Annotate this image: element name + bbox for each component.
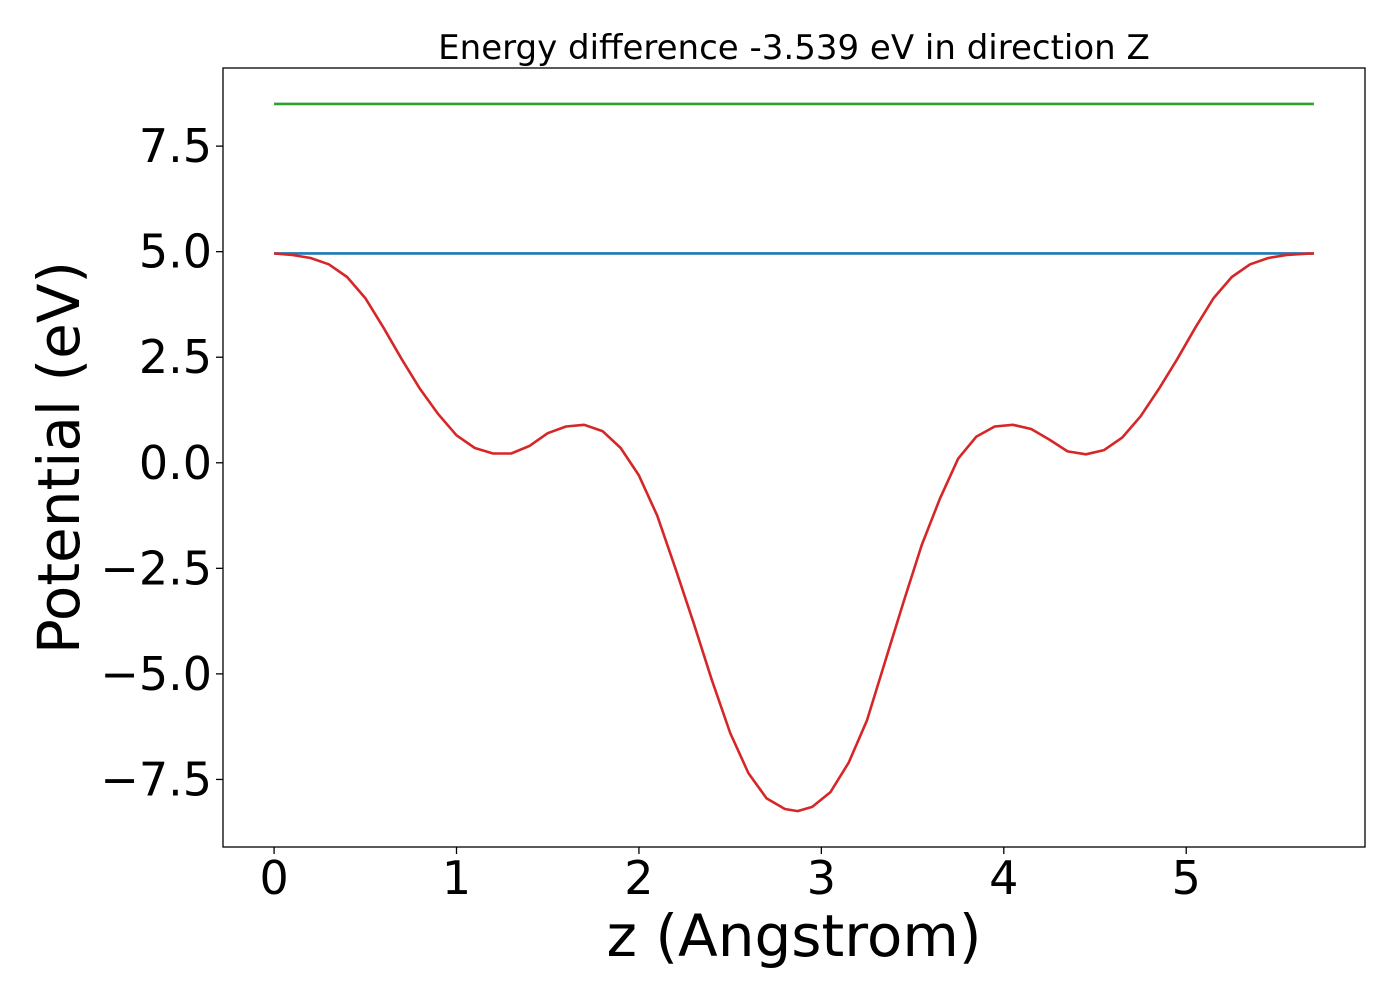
x-tick-label: 5 — [1172, 851, 1201, 905]
x-tick-label: 1 — [442, 851, 471, 905]
y-tick-label: 7.5 — [139, 119, 212, 173]
y-tick-label: −2.5 — [100, 541, 212, 595]
x-axis-ticks: 0 1 2 3 4 5 — [259, 847, 1201, 905]
y-tick-label: 5.0 — [139, 225, 212, 279]
series-layer — [273, 102, 1314, 813]
chart-title: Energy difference -3.539 eV in direction… — [438, 28, 1150, 68]
y-tick-label: −7.5 — [100, 752, 212, 806]
y-axis-ticks: 7.5 5.0 2.5 0.0 −2.5 −5.0 −7.5 — [100, 119, 223, 806]
y-tick-label: −5.0 — [100, 647, 212, 701]
plot-frame — [222, 67, 1366, 848]
y-axis-label: Potential (eV) — [25, 261, 93, 654]
x-tick-label: 4 — [989, 851, 1018, 905]
x-tick-label: 3 — [807, 851, 836, 905]
x-axis-label: z (Angstrom) — [607, 902, 982, 970]
x-tick-label: 2 — [624, 851, 653, 905]
y-tick-label: 2.5 — [139, 330, 212, 384]
series-line-3 — [273, 252, 1314, 813]
y-tick-label: 0.0 — [139, 436, 212, 490]
x-tick-label: 0 — [259, 851, 288, 905]
